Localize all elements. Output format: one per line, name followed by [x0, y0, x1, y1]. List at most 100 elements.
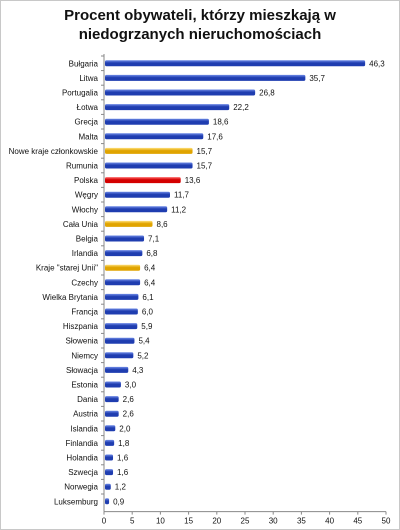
category-label: Węgry	[75, 191, 98, 200]
bar	[105, 250, 143, 257]
value-label: 2,6	[123, 410, 135, 419]
category-label: Nowe kraje członkowskie	[9, 147, 99, 156]
value-label: 17,6	[207, 132, 223, 141]
bar	[105, 191, 170, 198]
bar	[105, 469, 114, 476]
bar	[105, 104, 230, 111]
bar	[105, 89, 256, 96]
bar	[105, 118, 209, 125]
value-label: 6,1	[142, 293, 154, 302]
bar	[105, 366, 129, 373]
value-label: 6,4	[144, 278, 156, 287]
bar	[105, 439, 115, 446]
plot-area: Bułgaria 46,3 Litwa 35,7 Portugalia 26,8 Łotwa…	[9, 54, 391, 526]
value-label: 3,0	[125, 381, 137, 390]
category-label: Luksemburg	[54, 497, 98, 506]
bar	[105, 177, 181, 184]
category-label: Estonia	[71, 381, 98, 390]
chart-title-line-1: Procent obywateli, którzy mieszkają w	[64, 7, 336, 24]
x-tick-label: 10	[156, 517, 165, 526]
category-label: Czechy	[71, 278, 98, 287]
value-label: 22,2	[233, 103, 249, 112]
value-label: 26,8	[259, 89, 275, 98]
value-label: 2,6	[123, 395, 135, 404]
category-label: Polska	[74, 176, 99, 185]
category-label: Holandia	[66, 454, 98, 463]
category-label: Belgia	[76, 235, 99, 244]
category-label: Portugalia	[62, 89, 99, 98]
category-label: Bułgaria	[69, 59, 99, 68]
x-tick-label: 50	[382, 517, 391, 526]
x-tick-label: 40	[325, 517, 334, 526]
bar	[105, 352, 134, 359]
bar	[105, 133, 204, 140]
category-label: Łotwa	[77, 103, 99, 112]
category-label: Włochy	[72, 205, 98, 214]
value-label: 1,2	[115, 483, 127, 492]
x-tick-label: 0	[102, 517, 107, 526]
x-tick-label: 25	[241, 517, 250, 526]
chart-title: Procent obywateli, którzy mieszkają w ni…	[0, 6, 400, 44]
x-tick-label: 15	[184, 517, 193, 526]
value-label: 0,9	[113, 497, 125, 506]
bar	[105, 147, 193, 154]
category-label: Wielka Brytania	[42, 293, 98, 302]
category-label: Grecja	[74, 118, 98, 127]
category-label: Kraje "starej Unii"	[36, 264, 98, 273]
value-label: 1,8	[118, 439, 130, 448]
value-label: 35,7	[309, 74, 325, 83]
chart-title-line-2: niedogrzanych nieruchomościach	[78, 26, 322, 43]
bar	[105, 162, 193, 169]
x-tick-label: 30	[269, 517, 278, 526]
category-label: Malta	[78, 132, 98, 141]
value-label: 2,0	[119, 424, 131, 433]
category-label: Cała Unia	[63, 220, 99, 229]
value-label: 5,2	[137, 351, 149, 360]
value-label: 6,4	[144, 264, 156, 273]
bar	[105, 279, 141, 286]
bar	[105, 337, 135, 344]
category-label: Litwa	[79, 74, 98, 83]
category-label: Francja	[71, 308, 98, 317]
bar	[105, 410, 119, 417]
bar	[105, 396, 119, 403]
value-label: 6,8	[146, 249, 158, 258]
category-label: Hiszpania	[63, 322, 99, 331]
value-label: 13,6	[185, 176, 201, 185]
value-label: 1,6	[117, 468, 129, 477]
value-label: 4,3	[132, 366, 144, 375]
bar	[105, 454, 114, 461]
value-label: 11,2	[171, 205, 187, 214]
value-label: 46,3	[369, 59, 385, 68]
x-tick-label: 45	[353, 517, 362, 526]
bar	[105, 498, 110, 505]
value-label: 7,1	[148, 235, 160, 244]
bar	[105, 235, 145, 242]
bar	[105, 74, 306, 81]
category-label: Dania	[77, 395, 98, 404]
bar	[105, 425, 116, 432]
category-label: Słowenia	[66, 337, 99, 346]
category-label: Słowacja	[66, 366, 99, 375]
value-label: 1,6	[117, 454, 129, 463]
x-tick-label: 20	[212, 517, 221, 526]
value-label: 11,7	[174, 191, 190, 200]
value-label: 5,4	[138, 337, 150, 346]
bar	[105, 220, 153, 227]
bar	[105, 60, 366, 67]
category-label: Islandia	[70, 424, 98, 433]
bar	[105, 293, 139, 300]
x-tick-label: 5	[130, 517, 135, 526]
value-label: 15,7	[197, 162, 213, 171]
bar	[105, 381, 121, 388]
bar	[105, 264, 141, 271]
value-label: 15,7	[197, 147, 213, 156]
value-label: 8,6	[157, 220, 169, 229]
category-label: Niemcy	[71, 351, 98, 360]
bar	[105, 206, 168, 213]
bar	[105, 308, 138, 315]
category-label: Norwegia	[64, 483, 98, 492]
x-tick-label: 35	[297, 517, 306, 526]
